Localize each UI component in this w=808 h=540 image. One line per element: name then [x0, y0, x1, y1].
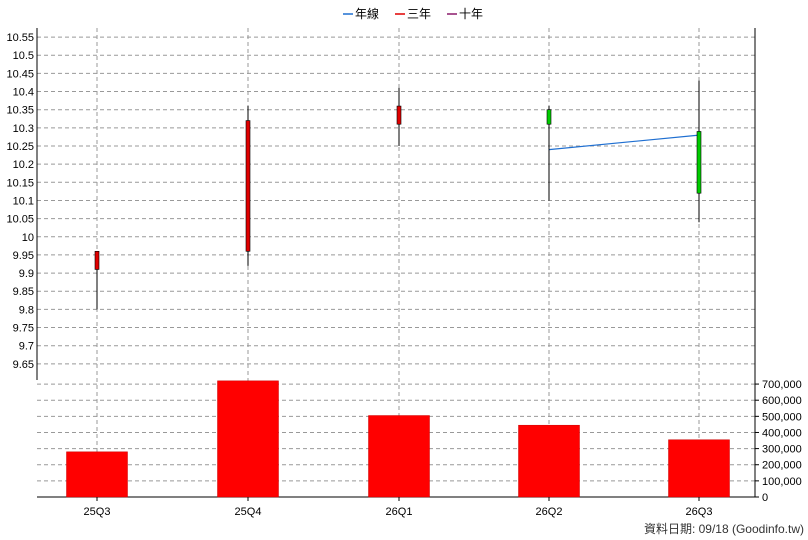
footer-source-date: 資料日期: 09/18 (Goodinfo.tw): [644, 522, 804, 536]
legend-label-3: 十年: [459, 7, 483, 21]
volume-tick-label: 100,000: [762, 476, 802, 488]
candle-body: [94, 250, 100, 270]
volume-tick-label: 0: [762, 492, 768, 504]
price-tick-label: 9.75: [13, 323, 34, 335]
price-axis-ticks: 9.65 9.7 9.75 9.8 9.85 9.9 9.95 10 10.05 10.1 10.1…: [6, 32, 34, 371]
volume-bar-25Q3: [66, 451, 128, 498]
price-tick-label: 10.55: [6, 32, 34, 44]
annual-line-series: [548, 134, 700, 151]
x-tick-label-26Q3: 26Q3: [686, 506, 713, 518]
price-tick-label: 10.3: [13, 123, 34, 135]
legend-label-1: 年線: [355, 6, 379, 21]
price-tick-label: 10.1: [13, 195, 34, 207]
price-tick-label: 10.25: [6, 141, 34, 153]
price-tick-label: 9.85: [13, 286, 34, 298]
x-tick-label-25Q4: 25Q4: [235, 506, 262, 518]
candle-26Q1: [396, 87, 402, 146]
price-tick-label: 9.8: [19, 304, 34, 316]
legend: 年線 三年 十年: [343, 6, 483, 21]
price-tick-label: 10.2: [13, 159, 34, 171]
price-tick-label: 9.9: [19, 268, 34, 280]
price-tick-label: 10: [22, 232, 34, 244]
volume-tick-label: 400,000: [762, 427, 802, 439]
candle-body: [696, 131, 702, 194]
candle-body: [546, 109, 552, 125]
x-tick-label-25Q3: 25Q3: [84, 506, 111, 518]
price-tick-label: 9.7: [19, 341, 34, 353]
price-tick-label: 9.65: [13, 359, 34, 371]
volume-bar-25Q4: [217, 380, 279, 498]
candle-25Q4: [245, 106, 251, 266]
volume-tick-label: 500,000: [762, 411, 802, 423]
price-tick-label: 10.05: [6, 214, 34, 226]
price-tick-label: 9.95: [13, 250, 34, 262]
x-axis-ticks: 25Q3 25Q4 26Q1 26Q2 26Q3: [84, 497, 713, 518]
price-tick-label: 10.45: [6, 68, 34, 80]
candle-26Q3: [696, 80, 702, 223]
volume-bar-26Q1: [368, 415, 430, 498]
price-tick-label: 10.15: [6, 177, 34, 189]
volume-bar-26Q3: [668, 439, 730, 498]
price-tick-label: 10.35: [6, 105, 34, 117]
volume-tick-label: 200,000: [762, 460, 802, 472]
volume-bar-26Q2: [518, 424, 580, 498]
volume-tick-label: 600,000: [762, 395, 802, 407]
x-tick-label-26Q2: 26Q2: [536, 506, 563, 518]
x-tick-label-26Q1: 26Q1: [386, 506, 413, 518]
price-tick-label: 10.5: [13, 50, 34, 62]
volume-bars: [66, 380, 730, 498]
candlesticks: [94, 80, 702, 310]
volume-tick-label: 300,000: [762, 444, 802, 456]
annual-line: [548, 134, 700, 151]
candle-26Q2: [546, 106, 552, 201]
volume-axis-ticks: 0 100,000 200,000 300,000 400,000 500,000 600,…: [755, 379, 802, 504]
candle-body: [245, 120, 251, 252]
volume-tick-label: 700,000: [762, 379, 802, 391]
candle-25Q3: [94, 250, 100, 310]
price-tick-label: 10.4: [13, 87, 34, 99]
legend-label-2: 三年: [407, 7, 431, 21]
candle-body: [396, 105, 402, 125]
